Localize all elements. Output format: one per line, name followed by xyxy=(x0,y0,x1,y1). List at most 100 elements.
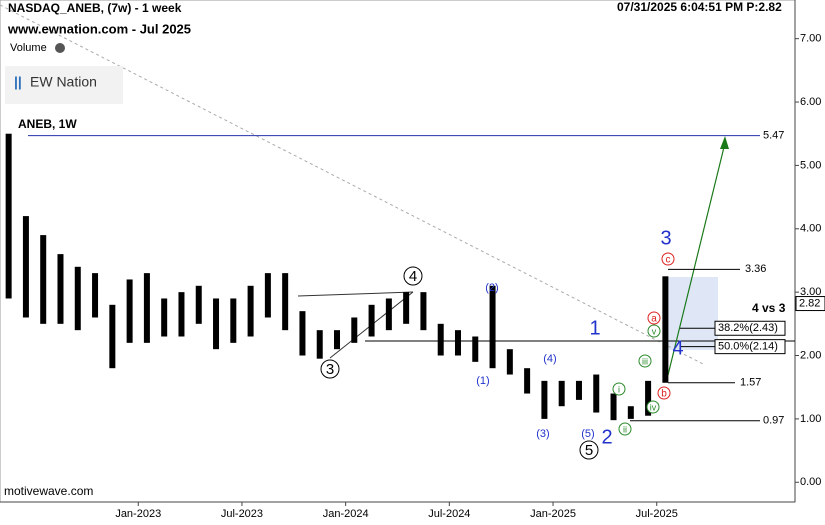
price-bar xyxy=(351,317,358,343)
wave-circle xyxy=(647,324,661,338)
y-tick-label: 3.00 xyxy=(800,286,821,298)
timestamp: 07/31/2025 6:04:51 PM P:2.82 xyxy=(617,0,782,14)
level-label: 5.47 xyxy=(763,130,784,142)
chart-title: NASDAQ_ANEB, (7w) - 1 week xyxy=(8,1,182,15)
wave-label: 3 xyxy=(660,227,671,249)
y-tick-label: 6.00 xyxy=(800,96,821,108)
wave-label: 1 xyxy=(589,317,600,339)
price-bar xyxy=(385,298,392,331)
price-bar xyxy=(575,380,582,400)
price-bar xyxy=(627,406,634,419)
price-bar xyxy=(489,285,496,369)
price-bar xyxy=(316,330,323,359)
price-bar xyxy=(558,380,565,407)
wave-circle xyxy=(661,252,675,266)
price-bar xyxy=(161,298,168,337)
x-tick-label: Jul-2024 xyxy=(428,508,470,520)
y-tick-label: 4.00 xyxy=(800,223,821,235)
brand: EW Nation xyxy=(30,74,97,90)
level-label: 50.0%(2.14) xyxy=(718,341,778,353)
wave-label: (1) xyxy=(476,375,489,387)
x-tick-label: Jan-2024 xyxy=(323,508,369,520)
level-box xyxy=(714,320,786,336)
logo-box xyxy=(5,66,123,104)
settings-icon[interactable] xyxy=(55,43,65,53)
wave-label: b xyxy=(661,389,667,400)
price-label: 2.82 xyxy=(799,297,820,309)
y-tick-label: 2.00 xyxy=(800,349,821,361)
wave-label: c xyxy=(666,255,671,266)
wave-circle xyxy=(646,400,660,414)
price-bar xyxy=(247,285,254,337)
y-tick-label: 0.00 xyxy=(800,476,821,488)
price-bar xyxy=(454,330,461,356)
logo-mark: || xyxy=(14,74,22,90)
x-tick-label: Jul-2025 xyxy=(636,508,678,520)
wave-label: (5) xyxy=(581,428,594,440)
level-label: 0.97 xyxy=(763,415,784,427)
symbol-label: ANEB, 1W xyxy=(18,117,77,131)
triangle-line xyxy=(297,291,414,297)
target-arrow xyxy=(667,142,726,376)
price-bar xyxy=(92,273,99,318)
wave-circle xyxy=(657,386,671,400)
y-tick-label: 1.00 xyxy=(800,413,821,425)
wave-label: 3 xyxy=(326,361,334,378)
y-tick-label: 5.00 xyxy=(800,159,821,171)
price-bar xyxy=(334,330,341,350)
price-bar xyxy=(109,304,116,369)
wave-label: ii xyxy=(623,424,627,434)
wave-circle xyxy=(579,440,599,460)
price-bar xyxy=(645,380,652,416)
wave-label: iv xyxy=(650,402,657,412)
wave-label: i xyxy=(618,384,620,394)
volume-label[interactable]: Volume xyxy=(10,42,47,54)
price-bar xyxy=(282,273,289,331)
price-bar xyxy=(472,336,479,362)
arrow-head xyxy=(720,136,729,149)
price-bar xyxy=(195,285,202,324)
price-bar xyxy=(524,368,531,394)
price-bar xyxy=(213,298,220,350)
wave-label: (2) xyxy=(485,282,498,294)
note: 4 vs 3 xyxy=(752,301,786,315)
price-bar xyxy=(126,279,133,343)
x-tick-label: Jul-2023 xyxy=(221,508,263,520)
price-bar xyxy=(593,374,600,413)
target-box xyxy=(668,277,718,350)
price-bar xyxy=(368,304,375,337)
wave-label: (4) xyxy=(543,353,556,365)
wave-label: iii xyxy=(642,356,648,366)
level-label: 3.36 xyxy=(745,263,766,275)
wave-label: 2 xyxy=(601,426,612,448)
price-bar xyxy=(40,235,47,324)
wave-label: 5 xyxy=(585,442,593,459)
price-bar xyxy=(403,292,410,324)
price-box xyxy=(795,296,825,312)
y-tick-label: 7.00 xyxy=(800,33,821,45)
wave-label: 4 xyxy=(409,268,417,285)
price-bar xyxy=(143,273,150,343)
price-bar xyxy=(662,276,669,383)
price-bar xyxy=(610,393,617,421)
level-label: 38.2%(2.43) xyxy=(718,322,778,334)
wave-label: (3) xyxy=(536,428,549,440)
price-bar xyxy=(178,292,185,337)
wave-circle xyxy=(320,359,340,379)
price-bar xyxy=(541,380,548,419)
wave-circle xyxy=(647,311,661,325)
price-bar xyxy=(506,349,513,375)
wave-circle xyxy=(638,354,652,368)
level-box xyxy=(714,339,786,355)
price-bar xyxy=(57,254,64,324)
x-tick-label: Jan-2025 xyxy=(530,508,576,520)
price-bar xyxy=(264,273,271,318)
price-bar xyxy=(230,298,237,343)
level-label: 1.57 xyxy=(740,377,761,389)
wave-label: v xyxy=(652,326,657,336)
wave-circle xyxy=(403,266,423,286)
price-bar xyxy=(5,133,12,299)
wave-label: a xyxy=(651,314,657,325)
